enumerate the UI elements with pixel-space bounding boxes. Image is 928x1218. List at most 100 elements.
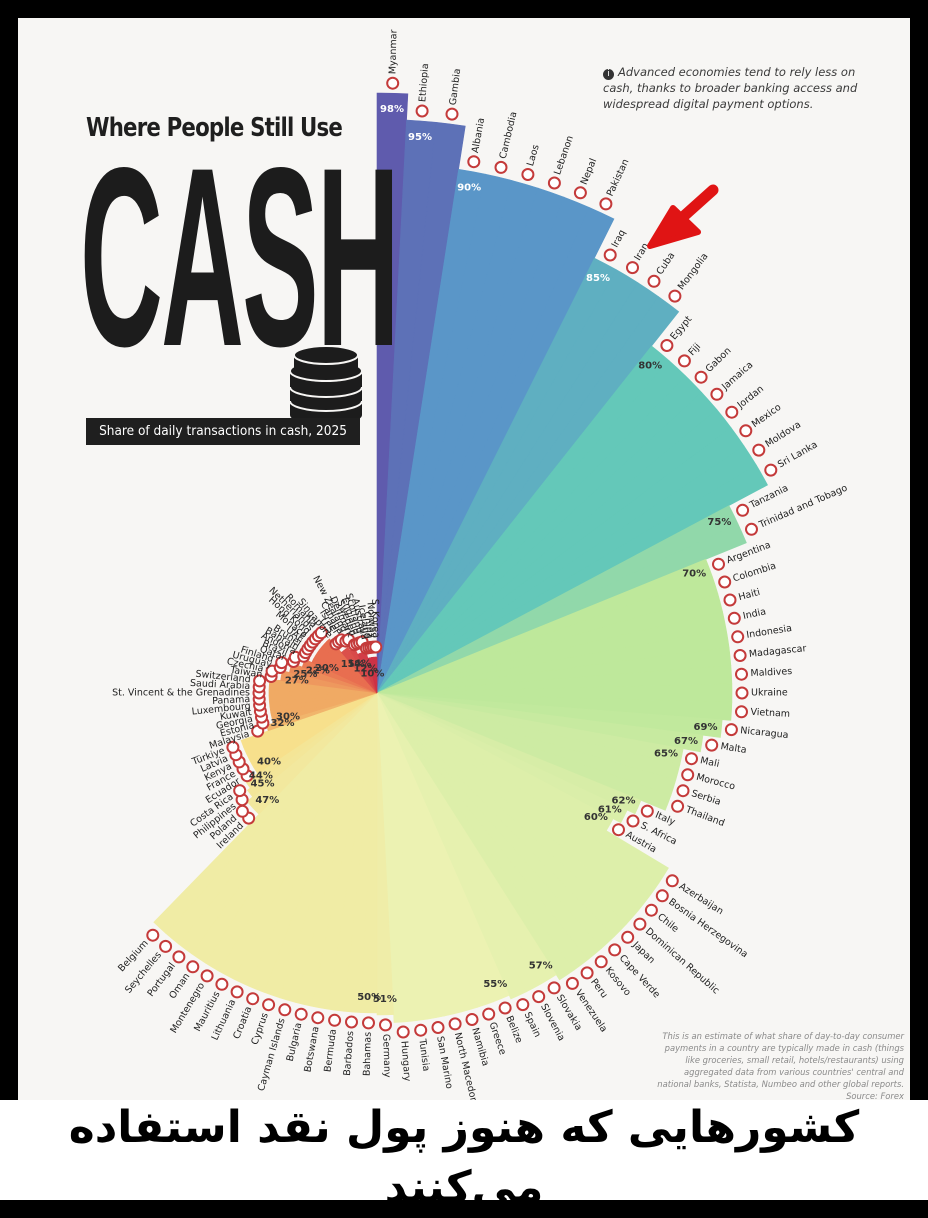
flag-icon (386, 76, 400, 90)
flag-icon (580, 966, 594, 980)
value-label: 15% (341, 659, 365, 670)
flag-icon (146, 928, 160, 942)
flag-icon (294, 1007, 308, 1021)
flag-icon (676, 784, 690, 798)
flag-icon (262, 998, 276, 1012)
country-label: Ethiopia (417, 63, 431, 102)
flag-icon (362, 1016, 375, 1030)
flag-icon (739, 424, 753, 438)
value-label: 55% (483, 979, 507, 990)
flag-icon (608, 943, 622, 957)
flag-icon (521, 168, 535, 181)
country-label: Hungary (398, 1041, 412, 1083)
value-label: 27% (285, 676, 309, 687)
flag-icon (681, 768, 695, 782)
flag-icon (498, 1001, 512, 1015)
flag-icon (253, 674, 267, 688)
flag-icon (599, 197, 613, 211)
flag-icon (612, 823, 625, 837)
country-label: Mali (699, 755, 720, 770)
bar-israel (345, 646, 378, 694)
flag-icon (694, 370, 708, 384)
country-label: Gambia (448, 68, 464, 106)
value-label: 10% (360, 669, 384, 680)
flag-icon (230, 985, 244, 999)
persian-caption: کشورهایی که هنوز پول نقد استفاده می‌کنند (68, 1102, 860, 1213)
bar-spain (376, 692, 527, 1000)
chart-subtitle: Share of daily transactions in cash, 202… (86, 418, 360, 445)
flag-icon (448, 1017, 462, 1031)
country-label: Kuwait (219, 707, 252, 723)
info-icon: i (603, 69, 614, 80)
bar-romania (326, 638, 378, 694)
country-label: Vietnam (750, 707, 790, 720)
flag-icon (735, 686, 749, 700)
value-label: 12% (354, 663, 378, 674)
flag-icon (445, 107, 459, 121)
flag-icon (640, 804, 654, 818)
country-label: Ukraine (751, 688, 788, 699)
flag-icon (369, 640, 383, 654)
flag-icon (547, 176, 561, 190)
flag-icon (736, 503, 750, 517)
value-label: 14% (347, 659, 371, 670)
value-label: 69% (694, 722, 718, 733)
flag-icon (621, 930, 635, 944)
flag-icon (314, 626, 328, 640)
flag-icon (718, 575, 732, 589)
flag-icon (159, 939, 173, 953)
flag-icon (745, 522, 758, 536)
infographic-canvas: Myanmar Ethiopia Gambia Albania Cambodia Laos… (18, 18, 910, 1100)
flag-icon (565, 976, 579, 990)
country-label: Barbados (342, 1031, 356, 1077)
country-label: Taiwan (228, 665, 263, 681)
flag-icon (671, 799, 685, 813)
value-label: 44% (249, 771, 273, 782)
value-label: 57% (529, 961, 553, 972)
flag-icon (482, 1007, 496, 1021)
value-label: 47% (255, 795, 279, 806)
flag-icon (532, 990, 546, 1004)
value-label: 40% (257, 757, 281, 768)
country-label: India (742, 606, 767, 622)
flag-icon (644, 903, 658, 917)
flag-icon (226, 740, 240, 754)
caption-band (0, 1100, 928, 1200)
flag-icon (186, 960, 200, 974)
country-label: Malta (720, 741, 748, 756)
value-label: 67% (674, 736, 698, 747)
flag-icon (172, 950, 186, 964)
country-label: Bahamas (362, 1032, 374, 1077)
country-label: Myanmar (387, 29, 399, 74)
value-label: 80% (638, 361, 662, 372)
flag-icon (467, 155, 481, 169)
flag-icon (727, 611, 741, 625)
coins-icon (289, 345, 363, 425)
info-note-text: Advanced economies tend to rely less on … (603, 65, 858, 111)
flag-icon (626, 814, 640, 828)
bar-trinidad-and-tobago (376, 523, 747, 694)
bar-thailand (376, 692, 672, 811)
flag-icon (735, 667, 748, 681)
value-label: 20% (315, 663, 339, 674)
flag-icon (725, 405, 739, 419)
value-label: 22% (306, 666, 330, 677)
bar-mongolia (376, 296, 680, 694)
title-top: Where People Still Use (86, 113, 343, 143)
flag-icon (465, 1013, 479, 1026)
country-label: Maldives (750, 666, 792, 679)
value-label: 60% (584, 812, 608, 823)
flag-icon (668, 289, 682, 303)
flag-icon (710, 387, 724, 401)
flag-icon (573, 186, 587, 200)
flag-icon (685, 752, 698, 766)
bar-belgium (153, 692, 378, 934)
country-label: St. Vincent & the Grenadines (112, 688, 250, 699)
flag-icon (660, 339, 674, 352)
flag-icon (494, 160, 508, 174)
flag-icon (603, 248, 617, 262)
value-label: 95% (408, 132, 432, 143)
country-label: Tunisia (416, 1037, 431, 1072)
value-label: 32% (271, 718, 295, 729)
chart-bars (153, 92, 769, 1023)
